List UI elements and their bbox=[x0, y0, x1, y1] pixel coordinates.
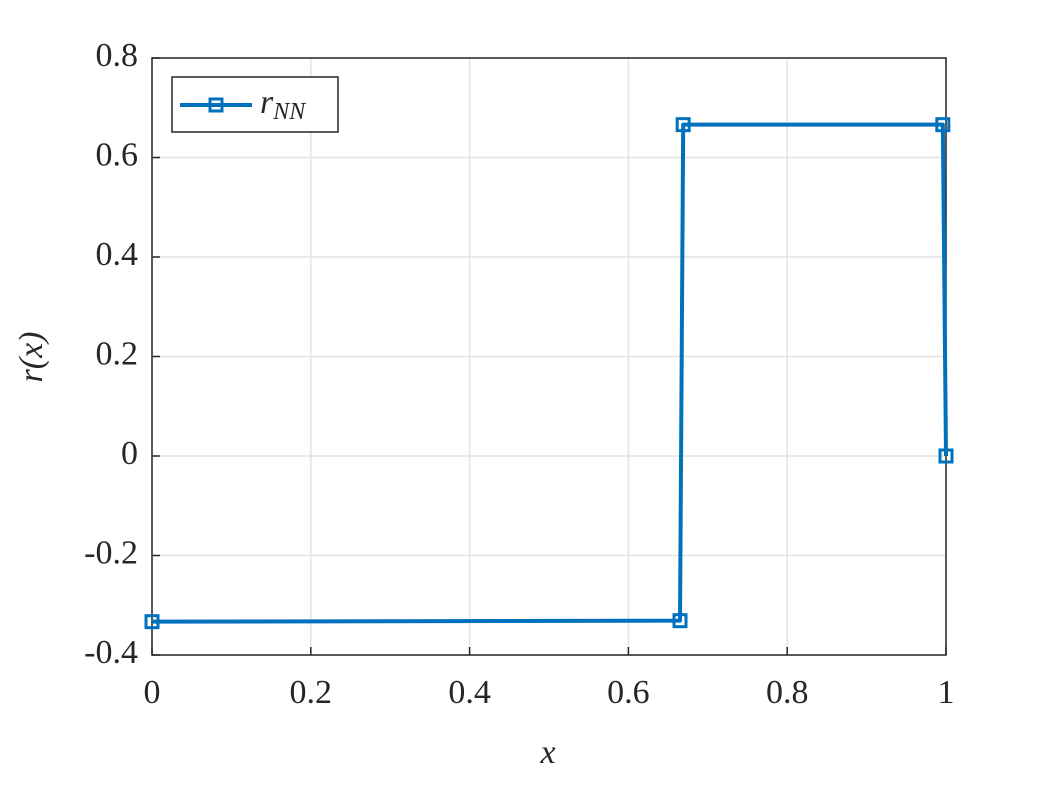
x-tick-label: 0.8 bbox=[766, 674, 809, 711]
marker bbox=[144, 614, 160, 630]
y-tick-label: 0.2 bbox=[96, 335, 139, 372]
x-tick-label: 0 bbox=[144, 674, 161, 711]
x-axis-label: x bbox=[539, 734, 555, 771]
x-tick-label: 0.2 bbox=[290, 674, 333, 711]
marker bbox=[938, 448, 954, 464]
x-tick-label: 0.6 bbox=[607, 674, 650, 711]
y-tick-label: 0.4 bbox=[96, 236, 139, 273]
y-tick-label: 0.8 bbox=[96, 37, 139, 74]
line bbox=[151, 122, 948, 624]
y-tick-label: -0.4 bbox=[84, 634, 138, 671]
marker bbox=[672, 613, 688, 629]
legend-label: rNN bbox=[260, 84, 307, 125]
marker bbox=[935, 117, 951, 133]
y-tick-label: -0.2 bbox=[84, 534, 138, 571]
legend-marker bbox=[208, 97, 224, 113]
y-tick-label: 0.6 bbox=[96, 136, 139, 173]
y-axis-label: r(x) bbox=[13, 332, 50, 383]
x-tick-label: 0.4 bbox=[448, 674, 491, 711]
y-tick-label: 0 bbox=[121, 435, 138, 472]
x-tick-label: 1 bbox=[938, 674, 955, 711]
marker bbox=[675, 117, 691, 133]
